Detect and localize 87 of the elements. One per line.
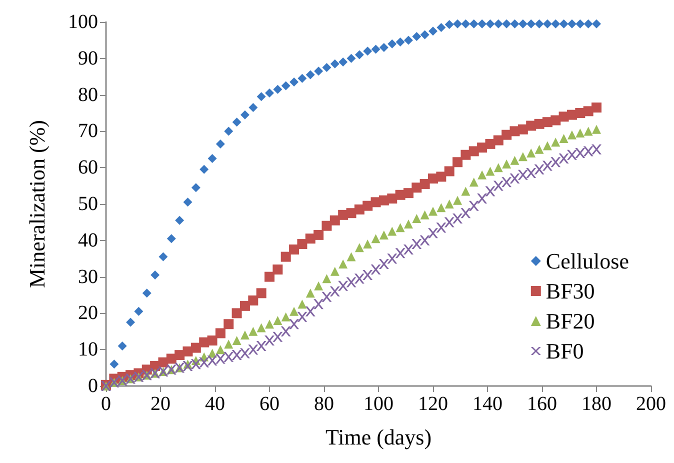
point <box>469 19 478 28</box>
point <box>494 19 503 28</box>
x-tick-label: 40 <box>205 393 225 415</box>
point <box>281 81 290 90</box>
legend-label: BF30 <box>546 278 595 304</box>
point <box>510 19 520 28</box>
x-tick-label: 120 <box>418 393 448 415</box>
point <box>175 216 184 225</box>
point <box>273 84 282 94</box>
point <box>306 70 315 80</box>
point <box>567 19 576 28</box>
point <box>224 126 234 136</box>
point <box>240 110 250 120</box>
point <box>134 306 144 316</box>
point <box>183 198 192 207</box>
point <box>396 38 405 47</box>
point <box>330 59 340 68</box>
y-tick-label: 10 <box>78 338 98 361</box>
point <box>478 19 487 28</box>
point <box>290 78 299 87</box>
point <box>436 22 446 32</box>
point <box>256 92 266 102</box>
x-tick-label: 140 <box>472 393 502 415</box>
point <box>232 118 242 127</box>
x-tick-label: 160 <box>527 393 557 415</box>
point <box>444 20 454 30</box>
y-tick-label: 60 <box>78 156 98 179</box>
point <box>110 360 119 369</box>
point <box>126 318 136 327</box>
point <box>371 44 380 54</box>
point <box>584 19 593 28</box>
y-tick-label: 20 <box>78 302 98 324</box>
point <box>166 234 176 244</box>
y-tick-label: 100 <box>68 11 98 33</box>
legend-label: Cellulose <box>546 248 630 274</box>
point <box>526 19 536 28</box>
point <box>412 32 422 42</box>
point <box>216 139 225 148</box>
point <box>191 183 200 192</box>
point <box>118 341 127 350</box>
y-axis-title: Mineralization (%) <box>24 120 50 288</box>
y-tick-label: 70 <box>78 120 98 142</box>
point <box>559 19 568 28</box>
point <box>354 50 364 60</box>
y-tick-label: 30 <box>78 266 98 288</box>
point <box>346 54 356 63</box>
x-tick-label: 60 <box>260 393 280 415</box>
point <box>453 19 462 28</box>
point <box>142 288 152 298</box>
y-tick-label: 0 <box>88 375 98 397</box>
point <box>551 19 560 28</box>
point <box>200 164 209 174</box>
point <box>428 26 438 36</box>
y-tick-label: 40 <box>78 229 98 252</box>
legend-label: BF0 <box>546 338 584 364</box>
point <box>461 19 470 28</box>
point <box>388 39 397 48</box>
point <box>322 63 332 72</box>
point <box>208 154 217 163</box>
point <box>518 19 528 28</box>
point <box>534 19 544 28</box>
legend-label: BF20 <box>546 308 595 334</box>
y-tick-label: 80 <box>78 84 98 106</box>
point <box>576 19 585 28</box>
point <box>404 36 413 45</box>
x-tick-label: 200 <box>636 393 666 415</box>
x-tick-label: 100 <box>364 393 394 415</box>
point <box>338 58 348 67</box>
x-tick-label: 180 <box>582 393 612 415</box>
point <box>592 19 601 28</box>
point <box>150 270 160 280</box>
point <box>265 88 274 98</box>
point <box>420 30 430 40</box>
point <box>379 42 388 52</box>
point <box>298 74 307 83</box>
point <box>314 66 324 76</box>
x-tick-label: 80 <box>314 393 334 415</box>
point <box>158 252 168 262</box>
point <box>542 19 552 28</box>
y-tick-label: 90 <box>78 47 98 70</box>
point <box>363 46 372 56</box>
y-tick-label: 50 <box>78 193 98 215</box>
x-axis-title: Time (days) <box>325 424 432 450</box>
point <box>248 103 258 112</box>
point <box>486 19 495 28</box>
x-tick-label: 20 <box>150 393 170 415</box>
point <box>502 19 512 28</box>
